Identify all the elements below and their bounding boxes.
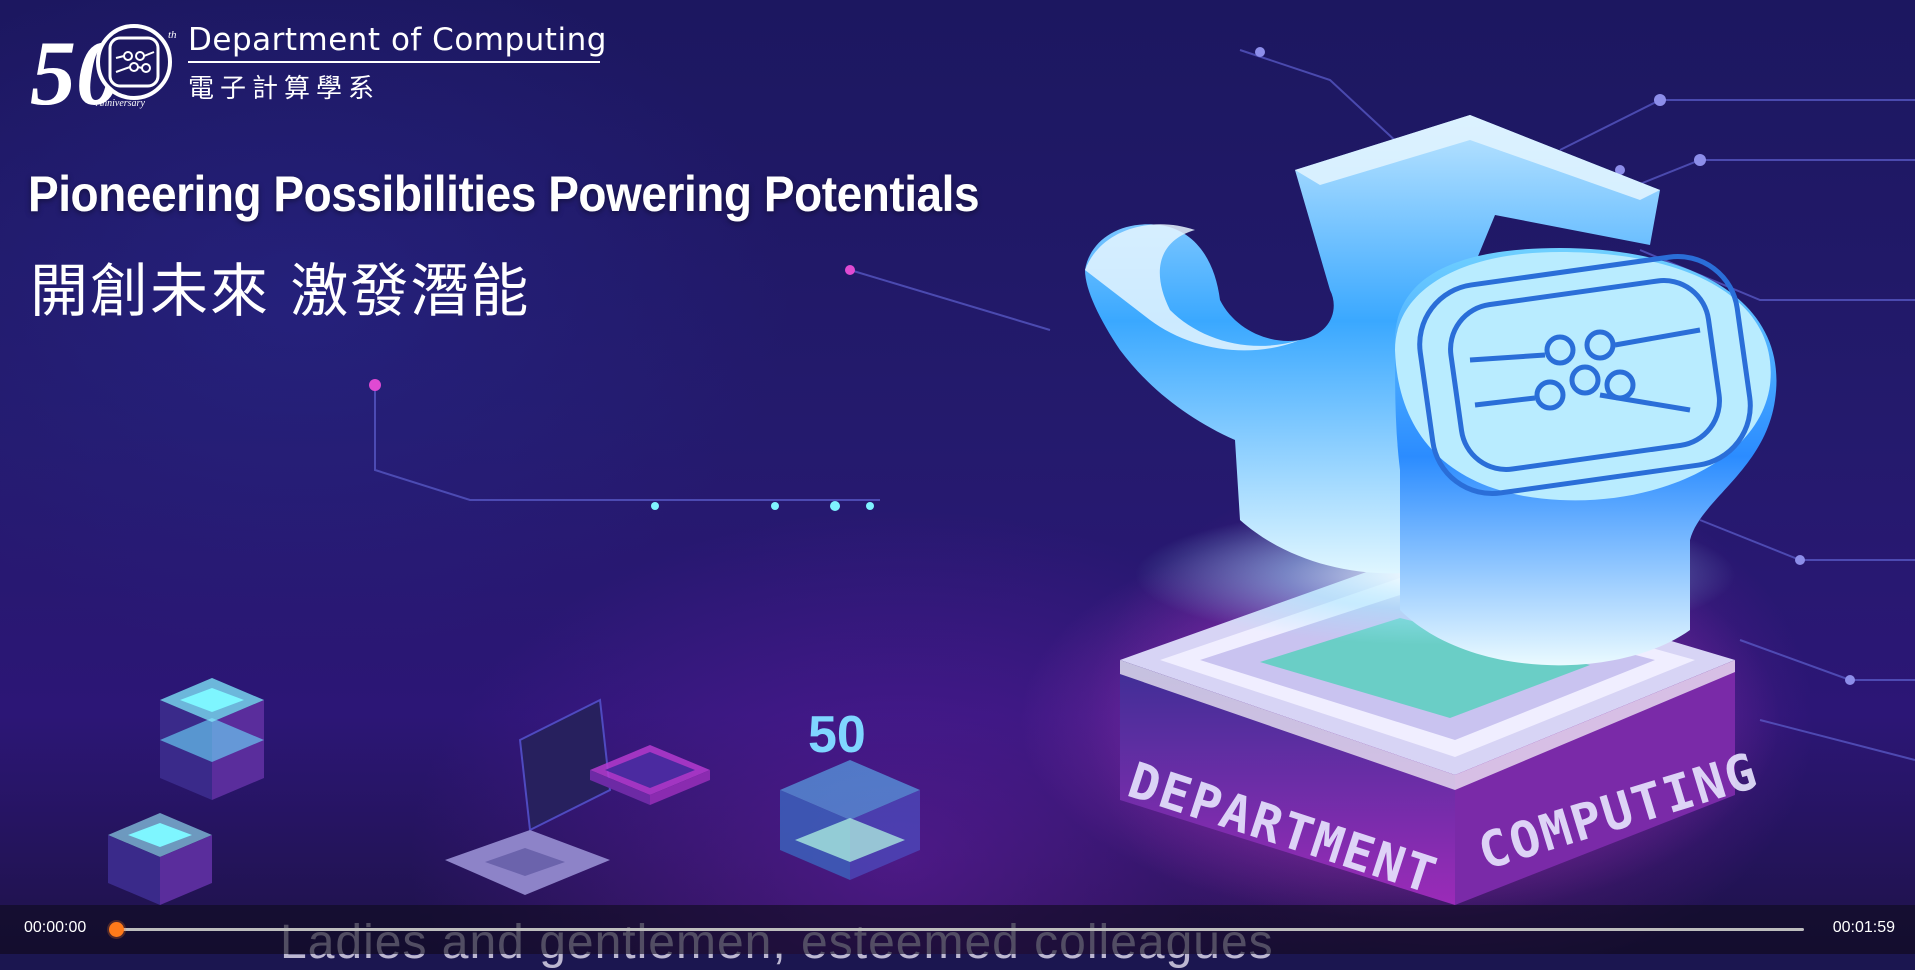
glow-dots [651,501,874,511]
logo-sup: th [168,29,177,41]
server-stack-short [108,813,212,905]
total-time: 00:01:59 [1832,919,1895,936]
logo-caption: Anniversary [95,98,145,109]
seek-thumb[interactable] [109,922,124,937]
department-divider [188,61,600,63]
logo-mark: 50 th Anniversary [30,22,177,124]
player-controls: 00:00:00 00:01:59 [0,905,1915,954]
small-chip [590,745,710,805]
laptop [445,698,612,895]
big-zero-shape [1394,248,1777,666]
department-name: Department of Computing [188,22,607,58]
department-name-zh: 電子計算學系 [188,74,381,104]
server-stack-tall [160,678,264,800]
small-cube-50-label: 50 [808,706,866,764]
chip-icon [1417,254,1753,496]
small-50-cube: 50 [780,706,920,880]
seek-bar[interactable] [109,922,1804,937]
headline-en: Pioneering Possibilities Powering Potent… [28,166,980,222]
current-time: 00:00:00 [24,919,87,936]
headline-zh: 開創未來 激發潛能 [30,257,531,325]
circuit-nodes [369,47,1855,685]
